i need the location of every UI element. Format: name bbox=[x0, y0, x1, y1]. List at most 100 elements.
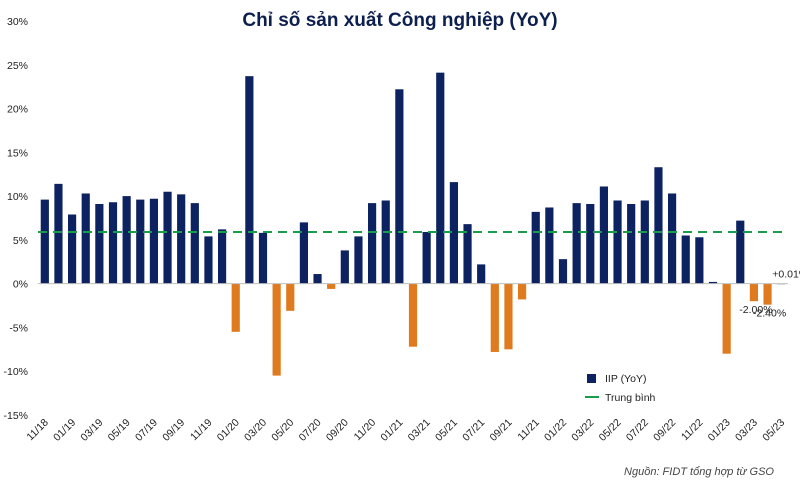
y-tick-label: 5% bbox=[13, 235, 28, 247]
y-tick-label: 25% bbox=[7, 60, 28, 72]
x-axis: 11/18 01/19 03/19 05/19 07/19 09/19 11/19 01/20… bbox=[24, 417, 787, 444]
bar bbox=[763, 283, 772, 305]
bar bbox=[558, 259, 568, 284]
bar bbox=[695, 237, 704, 284]
bar bbox=[136, 199, 145, 284]
x-tick-label: 09/19 bbox=[160, 417, 187, 444]
bar bbox=[163, 191, 172, 284]
x-tick-label: 07/19 bbox=[133, 417, 160, 444]
legend-label-average: Trung bình bbox=[605, 392, 656, 404]
bar bbox=[354, 236, 363, 284]
bar bbox=[231, 283, 240, 332]
bar bbox=[340, 250, 349, 284]
bar bbox=[449, 182, 458, 284]
bar bbox=[422, 232, 431, 284]
x-tick-label: 03/23 bbox=[733, 417, 760, 444]
bar bbox=[518, 283, 527, 300]
x-tick-label: 09/22 bbox=[651, 417, 678, 444]
legend-label-iip: IIP (YoY) bbox=[605, 373, 646, 385]
x-tick-label: 05/23 bbox=[760, 417, 787, 444]
bar bbox=[681, 235, 690, 284]
bar bbox=[368, 203, 377, 284]
x-tick-label: 03/20 bbox=[242, 417, 269, 444]
bar bbox=[668, 193, 677, 284]
source-note: Nguồn: FIDT tổng hợp từ GSO bbox=[624, 466, 774, 478]
bar bbox=[490, 283, 499, 352]
bar bbox=[586, 203, 595, 284]
x-tick-label: 11/20 bbox=[352, 417, 379, 444]
bar bbox=[245, 76, 254, 284]
x-tick-label: 09/20 bbox=[324, 417, 351, 444]
bar bbox=[531, 211, 540, 284]
y-tick-label: 10% bbox=[7, 191, 28, 203]
bar bbox=[258, 232, 268, 284]
bar bbox=[327, 283, 336, 289]
bar bbox=[627, 203, 636, 284]
bar bbox=[545, 207, 554, 284]
bar bbox=[408, 283, 418, 347]
x-tick-label: 05/22 bbox=[597, 417, 624, 444]
chart-title: Chỉ số sản xuất Công nghiệp (YoY) bbox=[242, 10, 558, 31]
bar bbox=[381, 200, 390, 284]
bar bbox=[463, 224, 472, 284]
bar bbox=[95, 203, 104, 284]
legend-swatch-iip bbox=[587, 374, 596, 383]
bar bbox=[708, 281, 718, 284]
bar bbox=[81, 193, 90, 284]
bar bbox=[613, 200, 622, 284]
bar bbox=[204, 236, 213, 284]
bar bbox=[40, 199, 49, 284]
y-axis: -15% -10% -5% 0% 5% 10% 15% 20% 25% 30% bbox=[3, 16, 28, 422]
x-tick-label: 05/20 bbox=[269, 417, 296, 444]
y-tick-label: 15% bbox=[7, 147, 28, 159]
x-tick-label: 01/19 bbox=[51, 417, 78, 444]
bar bbox=[218, 229, 227, 284]
bar bbox=[190, 203, 199, 284]
bar bbox=[572, 203, 581, 284]
x-tick-label: 07/22 bbox=[624, 417, 651, 444]
bar bbox=[54, 183, 63, 284]
bar bbox=[395, 89, 404, 284]
x-tick-label: 01/23 bbox=[706, 417, 733, 444]
x-tick-label: 07/20 bbox=[297, 417, 324, 444]
x-tick-label: 03/21 bbox=[406, 417, 433, 444]
x-tick-label: 05/21 bbox=[433, 417, 460, 444]
bar bbox=[272, 283, 281, 376]
x-tick-label: 03/19 bbox=[78, 417, 105, 444]
x-tick-label: 01/21 bbox=[378, 417, 405, 444]
bar bbox=[177, 194, 186, 284]
x-tick-label: 11/19 bbox=[188, 417, 215, 444]
x-tick-label: 01/22 bbox=[542, 417, 569, 444]
bar bbox=[436, 72, 445, 284]
data-label: -2.00% bbox=[739, 304, 772, 316]
bar bbox=[68, 214, 77, 284]
legend: IIP (YoY) Trung bình bbox=[585, 373, 656, 404]
bar bbox=[108, 202, 118, 284]
data-label: +0.01% bbox=[772, 269, 800, 281]
x-tick-label: 05/19 bbox=[106, 417, 133, 444]
bar bbox=[599, 186, 608, 284]
x-tick-label: 07/21 bbox=[460, 417, 487, 444]
bar bbox=[477, 264, 486, 284]
bar bbox=[149, 198, 158, 284]
y-tick-label: -10% bbox=[3, 366, 28, 378]
bar-series bbox=[40, 72, 786, 376]
bar bbox=[286, 283, 295, 311]
bar bbox=[736, 220, 745, 284]
bar bbox=[722, 283, 731, 354]
bar bbox=[122, 196, 131, 284]
y-tick-label: 20% bbox=[7, 104, 28, 116]
bar bbox=[313, 274, 322, 284]
x-tick-label: 11/22 bbox=[679, 417, 706, 444]
y-tick-label: 0% bbox=[13, 279, 28, 291]
bar bbox=[504, 283, 513, 350]
bar bbox=[654, 167, 663, 284]
y-tick-label: 30% bbox=[7, 16, 28, 28]
x-tick-label: 11/21 bbox=[515, 417, 542, 444]
x-tick-label: 09/21 bbox=[488, 417, 515, 444]
y-tick-label: -15% bbox=[3, 410, 28, 422]
data-labels: -2.00%-2.40% +0.01% bbox=[739, 269, 800, 320]
bar bbox=[749, 283, 758, 302]
